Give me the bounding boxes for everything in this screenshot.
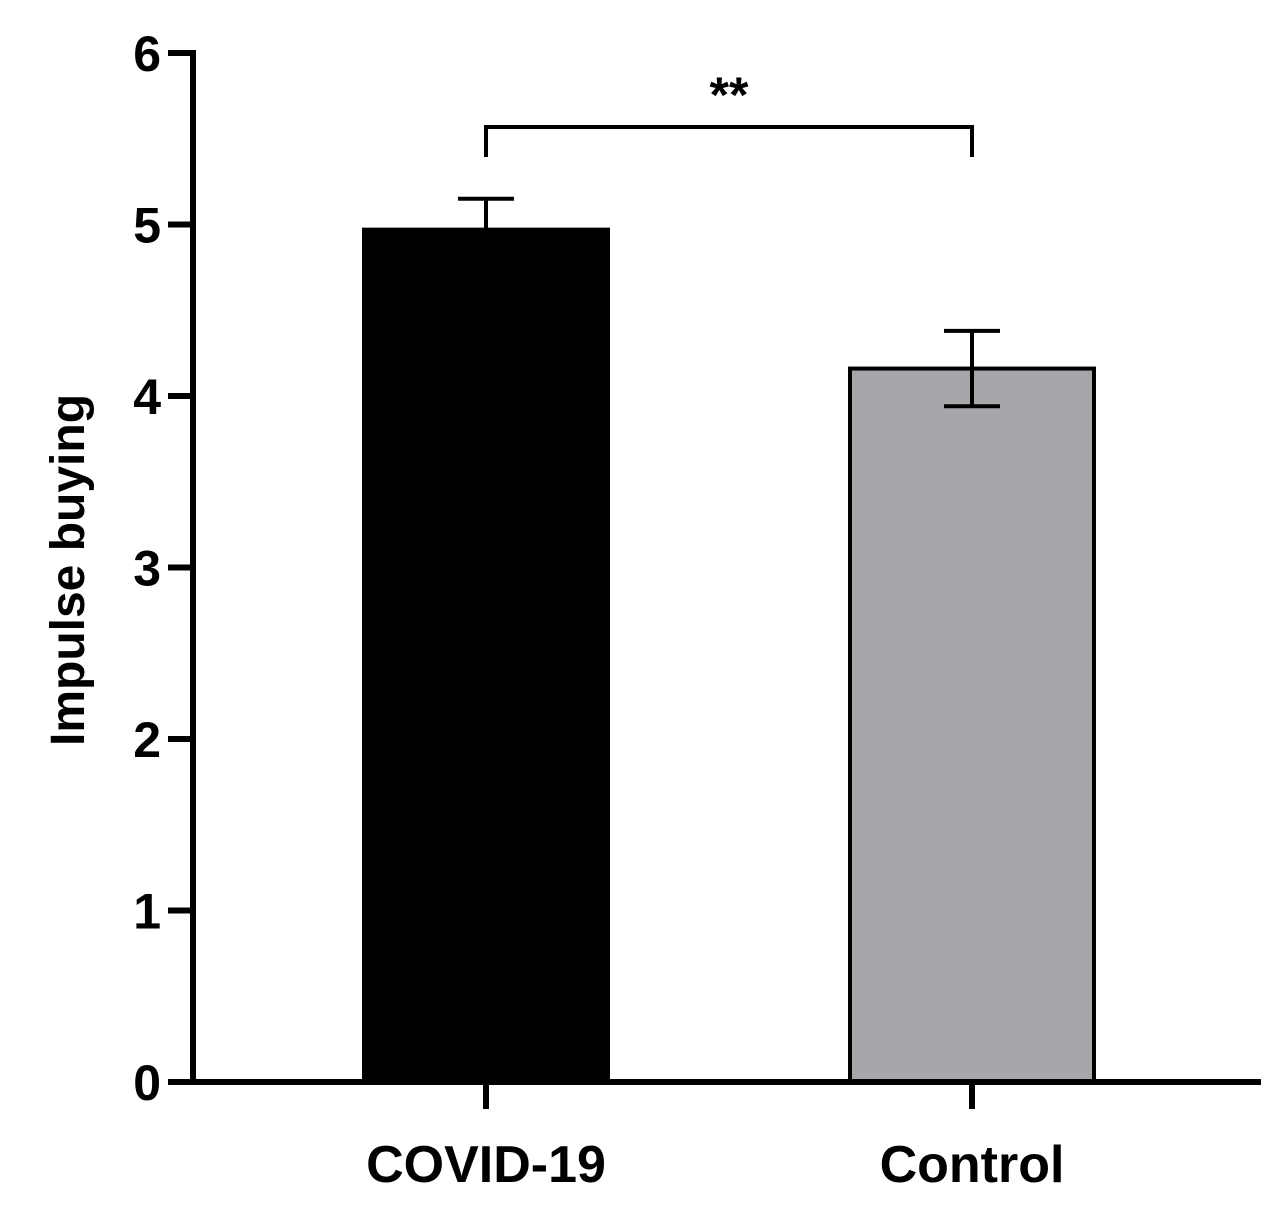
y-tick-label: 2 [133, 712, 161, 768]
bar-covid-19 [362, 227, 610, 1084]
y-tick-label: 4 [133, 369, 161, 425]
y-tick-label: 5 [133, 198, 161, 254]
y-axis-ticks: 0 1 2 3 4 5 6 [133, 26, 193, 1111]
bars [362, 227, 1096, 1084]
significance-label: ** [710, 67, 749, 123]
significance-annotation: ** [484, 67, 974, 157]
error-bar [458, 196, 514, 263]
error-bar [944, 328, 1000, 409]
y-tick-label: 0 [133, 1055, 161, 1111]
bar-control [848, 366, 1096, 1084]
x-tick-label: Control [880, 1136, 1065, 1194]
y-tick-label: 6 [133, 26, 161, 82]
x-axis-ticks: COVID-19 Control [366, 1082, 1064, 1194]
y-tick-label: 1 [133, 884, 161, 940]
significance-bracket [484, 125, 974, 157]
error-bars [458, 196, 1000, 409]
x-tick-label: COVID-19 [366, 1136, 606, 1194]
y-axis-label: Impulse buying [42, 394, 95, 746]
y-tick-label: 3 [133, 541, 161, 597]
